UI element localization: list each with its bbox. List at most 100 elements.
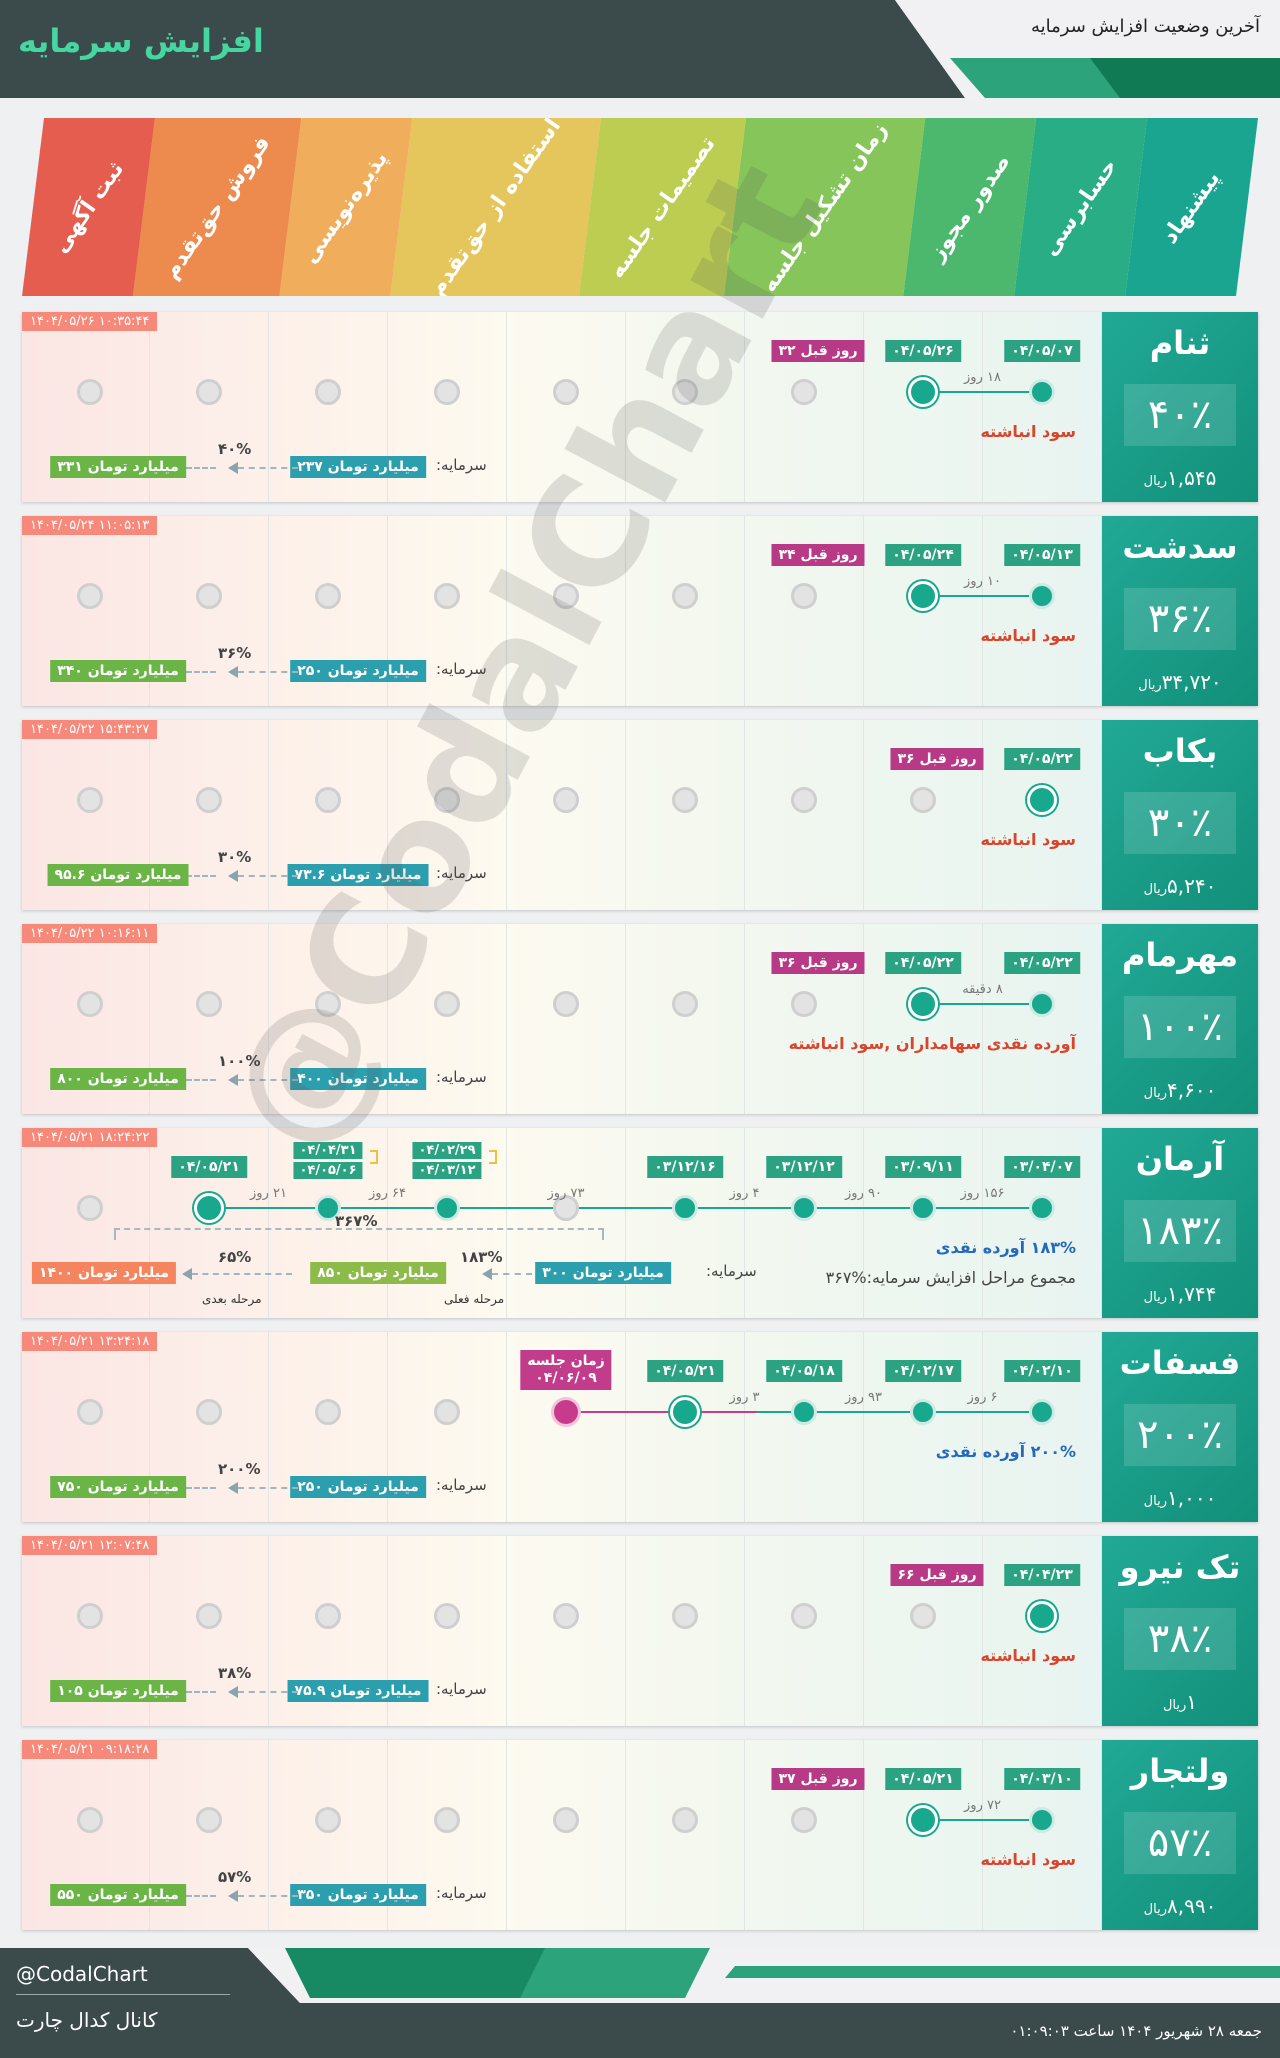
stage-node-1[interactable]: [910, 787, 936, 813]
stage-node-4[interactable]: [553, 583, 579, 609]
stock-symbol[interactable]: فسفات: [1119, 1344, 1241, 1382]
stage-node-4[interactable]: [553, 787, 579, 813]
stage-node-5[interactable]: [434, 1603, 460, 1629]
stock-card[interactable]: ۱۴۰۴/۰۵/۲۱ ۱۳:۲۴:۱۸ ۰۴/۰۲/۱۰ ۰۴/۰۲/۱۷ ۰۴/۰۵…: [22, 1332, 1258, 1522]
symbol-panel[interactable]: ثنام ۴۰٪ ۱,۵۴۵ریال: [1102, 312, 1258, 502]
symbol-panel[interactable]: سدشت ۳۶٪ ۳۴,۷۲۰ریال: [1102, 516, 1258, 706]
stage-node-6[interactable]: [315, 1603, 341, 1629]
stage-node-3[interactable]: [670, 1397, 700, 1427]
stock-symbol[interactable]: سدشت: [1122, 528, 1238, 566]
stage-node-5[interactable]: [434, 1195, 460, 1221]
stage-node-4[interactable]: [551, 1397, 581, 1427]
stage-node-7[interactable]: [196, 991, 222, 1017]
stage-node-8[interactable]: [77, 379, 103, 405]
stage-node-6[interactable]: [315, 1807, 341, 1833]
flow-arrow: [228, 870, 238, 882]
stage-node-5[interactable]: [434, 1807, 460, 1833]
stage-node-7[interactable]: [196, 787, 222, 813]
stage-node-6[interactable]: [315, 1195, 341, 1221]
stage-node-1[interactable]: [910, 1195, 936, 1221]
stage-node-1[interactable]: [908, 989, 938, 1019]
symbol-panel[interactable]: آرمان ۱۸۳٪ ۱,۷۴۴ریال: [1102, 1128, 1258, 1318]
stage-node-6[interactable]: [315, 583, 341, 609]
stage-node-2[interactable]: [791, 1807, 817, 1833]
stage-node-0[interactable]: [1029, 991, 1055, 1017]
stock-card[interactable]: ۱۴۰۴/۰۵/۲۶ ۱۰:۳۵:۴۴ ۰۴/۰۵/۰۷ ۰۴/۰۵/۲۶ ۱۸ رو…: [22, 312, 1258, 502]
stage-node-0[interactable]: [1027, 785, 1057, 815]
stage-node-6[interactable]: [315, 379, 341, 405]
stock-symbol[interactable]: ولتجار: [1130, 1752, 1230, 1790]
stage-node-2[interactable]: [791, 1603, 817, 1629]
stage-node-0[interactable]: [1029, 379, 1055, 405]
stage-node-1[interactable]: [908, 581, 938, 611]
price-value: ۵,۲۴۰: [1166, 874, 1217, 898]
stage-node-3[interactable]: [672, 787, 698, 813]
stage-node-8[interactable]: [77, 1603, 103, 1629]
stage-node-3[interactable]: [672, 991, 698, 1017]
stage-node-5[interactable]: [434, 1399, 460, 1425]
stage-node-1[interactable]: [910, 1603, 936, 1629]
stage-node-4[interactable]: [553, 1195, 579, 1221]
stage-node-2[interactable]: [791, 1399, 817, 1425]
stage-node-2[interactable]: [791, 583, 817, 609]
stage-node-4[interactable]: [553, 1603, 579, 1629]
symbol-panel[interactable]: مهرمام ۱۰۰٪ ۴,۶۰۰ریال: [1102, 924, 1258, 1114]
stage-node-5[interactable]: [434, 787, 460, 813]
stock-card[interactable]: ۱۴۰۴/۰۵/۲۲ ۱۵:۴۳:۲۷ ۰۴/۰۵/۲۲ ۳۶ روز قبل سود…: [22, 720, 1258, 910]
symbol-panel[interactable]: بکاب ۳۰٪ ۵,۲۴۰ریال: [1102, 720, 1258, 910]
stage-node-3[interactable]: [672, 1603, 698, 1629]
footer-handle[interactable]: @CodalChart: [16, 1962, 148, 1986]
stock-symbol[interactable]: بکاب: [1142, 732, 1218, 770]
stage-node-8[interactable]: [77, 991, 103, 1017]
stage-node-8[interactable]: [77, 787, 103, 813]
stage-node-2[interactable]: [791, 787, 817, 813]
stock-card[interactable]: ۱۴۰۴/۰۵/۲۱ ۰۹:۱۸:۲۸ ۰۴/۰۳/۱۰ ۰۴/۰۵/۲۱ ۷۲ رو…: [22, 1740, 1258, 1930]
stage-node-2[interactable]: [791, 991, 817, 1017]
stage-node-2[interactable]: [791, 379, 817, 405]
stock-card[interactable]: ۱۴۰۴/۰۵/۲۱ ۱۲:۰۷:۴۸ ۰۴/۰۴/۲۳ ۶۶ روز قبل سود…: [22, 1536, 1258, 1726]
stage-node-2[interactable]: [791, 1195, 817, 1221]
stock-symbol[interactable]: ثنام: [1149, 324, 1211, 362]
stage-node-0[interactable]: [1029, 1195, 1055, 1221]
stage-node-1[interactable]: [908, 1805, 938, 1835]
stage-node-3[interactable]: [672, 583, 698, 609]
stock-symbol[interactable]: تک نیرو: [1119, 1548, 1241, 1586]
stock-symbol[interactable]: آرمان: [1135, 1140, 1225, 1178]
stage-node-7[interactable]: [194, 1193, 224, 1223]
symbol-panel[interactable]: فسفات ۲۰۰٪ ۱,۰۰۰ریال: [1102, 1332, 1258, 1522]
stage-node-3[interactable]: [672, 1195, 698, 1221]
stage-node-4[interactable]: [553, 379, 579, 405]
stage-node-7[interactable]: [196, 379, 222, 405]
stage-node-5[interactable]: [434, 583, 460, 609]
stage-node-1[interactable]: [908, 377, 938, 407]
stage-label: پیشنهاد: [1157, 165, 1226, 249]
stage-node-0[interactable]: [1029, 1807, 1055, 1833]
symbol-panel[interactable]: تک نیرو ۳۸٪ ۱ریال: [1102, 1536, 1258, 1726]
stage-node-5[interactable]: [434, 991, 460, 1017]
stage-node-7[interactable]: [196, 1603, 222, 1629]
stage-node-0[interactable]: [1027, 1601, 1057, 1631]
stage-node-7[interactable]: [196, 1807, 222, 1833]
stage-node-1[interactable]: [910, 1399, 936, 1425]
stage-node-4[interactable]: [553, 991, 579, 1017]
stage-node-4[interactable]: [553, 1807, 579, 1833]
stage-node-6[interactable]: [315, 991, 341, 1017]
stock-symbol[interactable]: مهرمام: [1121, 936, 1239, 974]
stage-node-5[interactable]: [434, 379, 460, 405]
stage-node-8[interactable]: [77, 1807, 103, 1833]
stage-node-8[interactable]: [77, 1399, 103, 1425]
stock-card[interactable]: ۱۴۰۴/۰۵/۲۴ ۱۱:۰۵:۱۳ ۰۴/۰۵/۱۳ ۰۴/۰۵/۲۴ ۱۰ رو…: [22, 516, 1258, 706]
stage-node-3[interactable]: [672, 1807, 698, 1833]
stage-node-6[interactable]: [315, 787, 341, 813]
stage-node-3[interactable]: [672, 379, 698, 405]
stage-node-8[interactable]: [77, 583, 103, 609]
stock-card[interactable]: ۱۴۰۴/۰۵/۲۱ ۱۸:۲۴:۲۲ ۰۳/۰۴/۰۷ ۰۳/۰۹/۱۱ ۰۳/۱۲…: [22, 1128, 1258, 1318]
stage-node-0[interactable]: [1029, 1399, 1055, 1425]
stage-node-0[interactable]: [1029, 583, 1055, 609]
stage-node-6[interactable]: [315, 1399, 341, 1425]
stage-node-8[interactable]: [77, 1195, 103, 1221]
symbol-panel[interactable]: ولتجار ۵۷٪ ۸,۹۹۰ریال: [1102, 1740, 1258, 1930]
stage-node-7[interactable]: [196, 1399, 222, 1425]
stock-card[interactable]: ۱۴۰۴/۰۵/۲۲ ۱۰:۱۶:۱۱ ۰۴/۰۵/۲۲ ۰۴/۰۵/۲۲ ۸ دقی…: [22, 924, 1258, 1114]
stage-node-7[interactable]: [196, 583, 222, 609]
